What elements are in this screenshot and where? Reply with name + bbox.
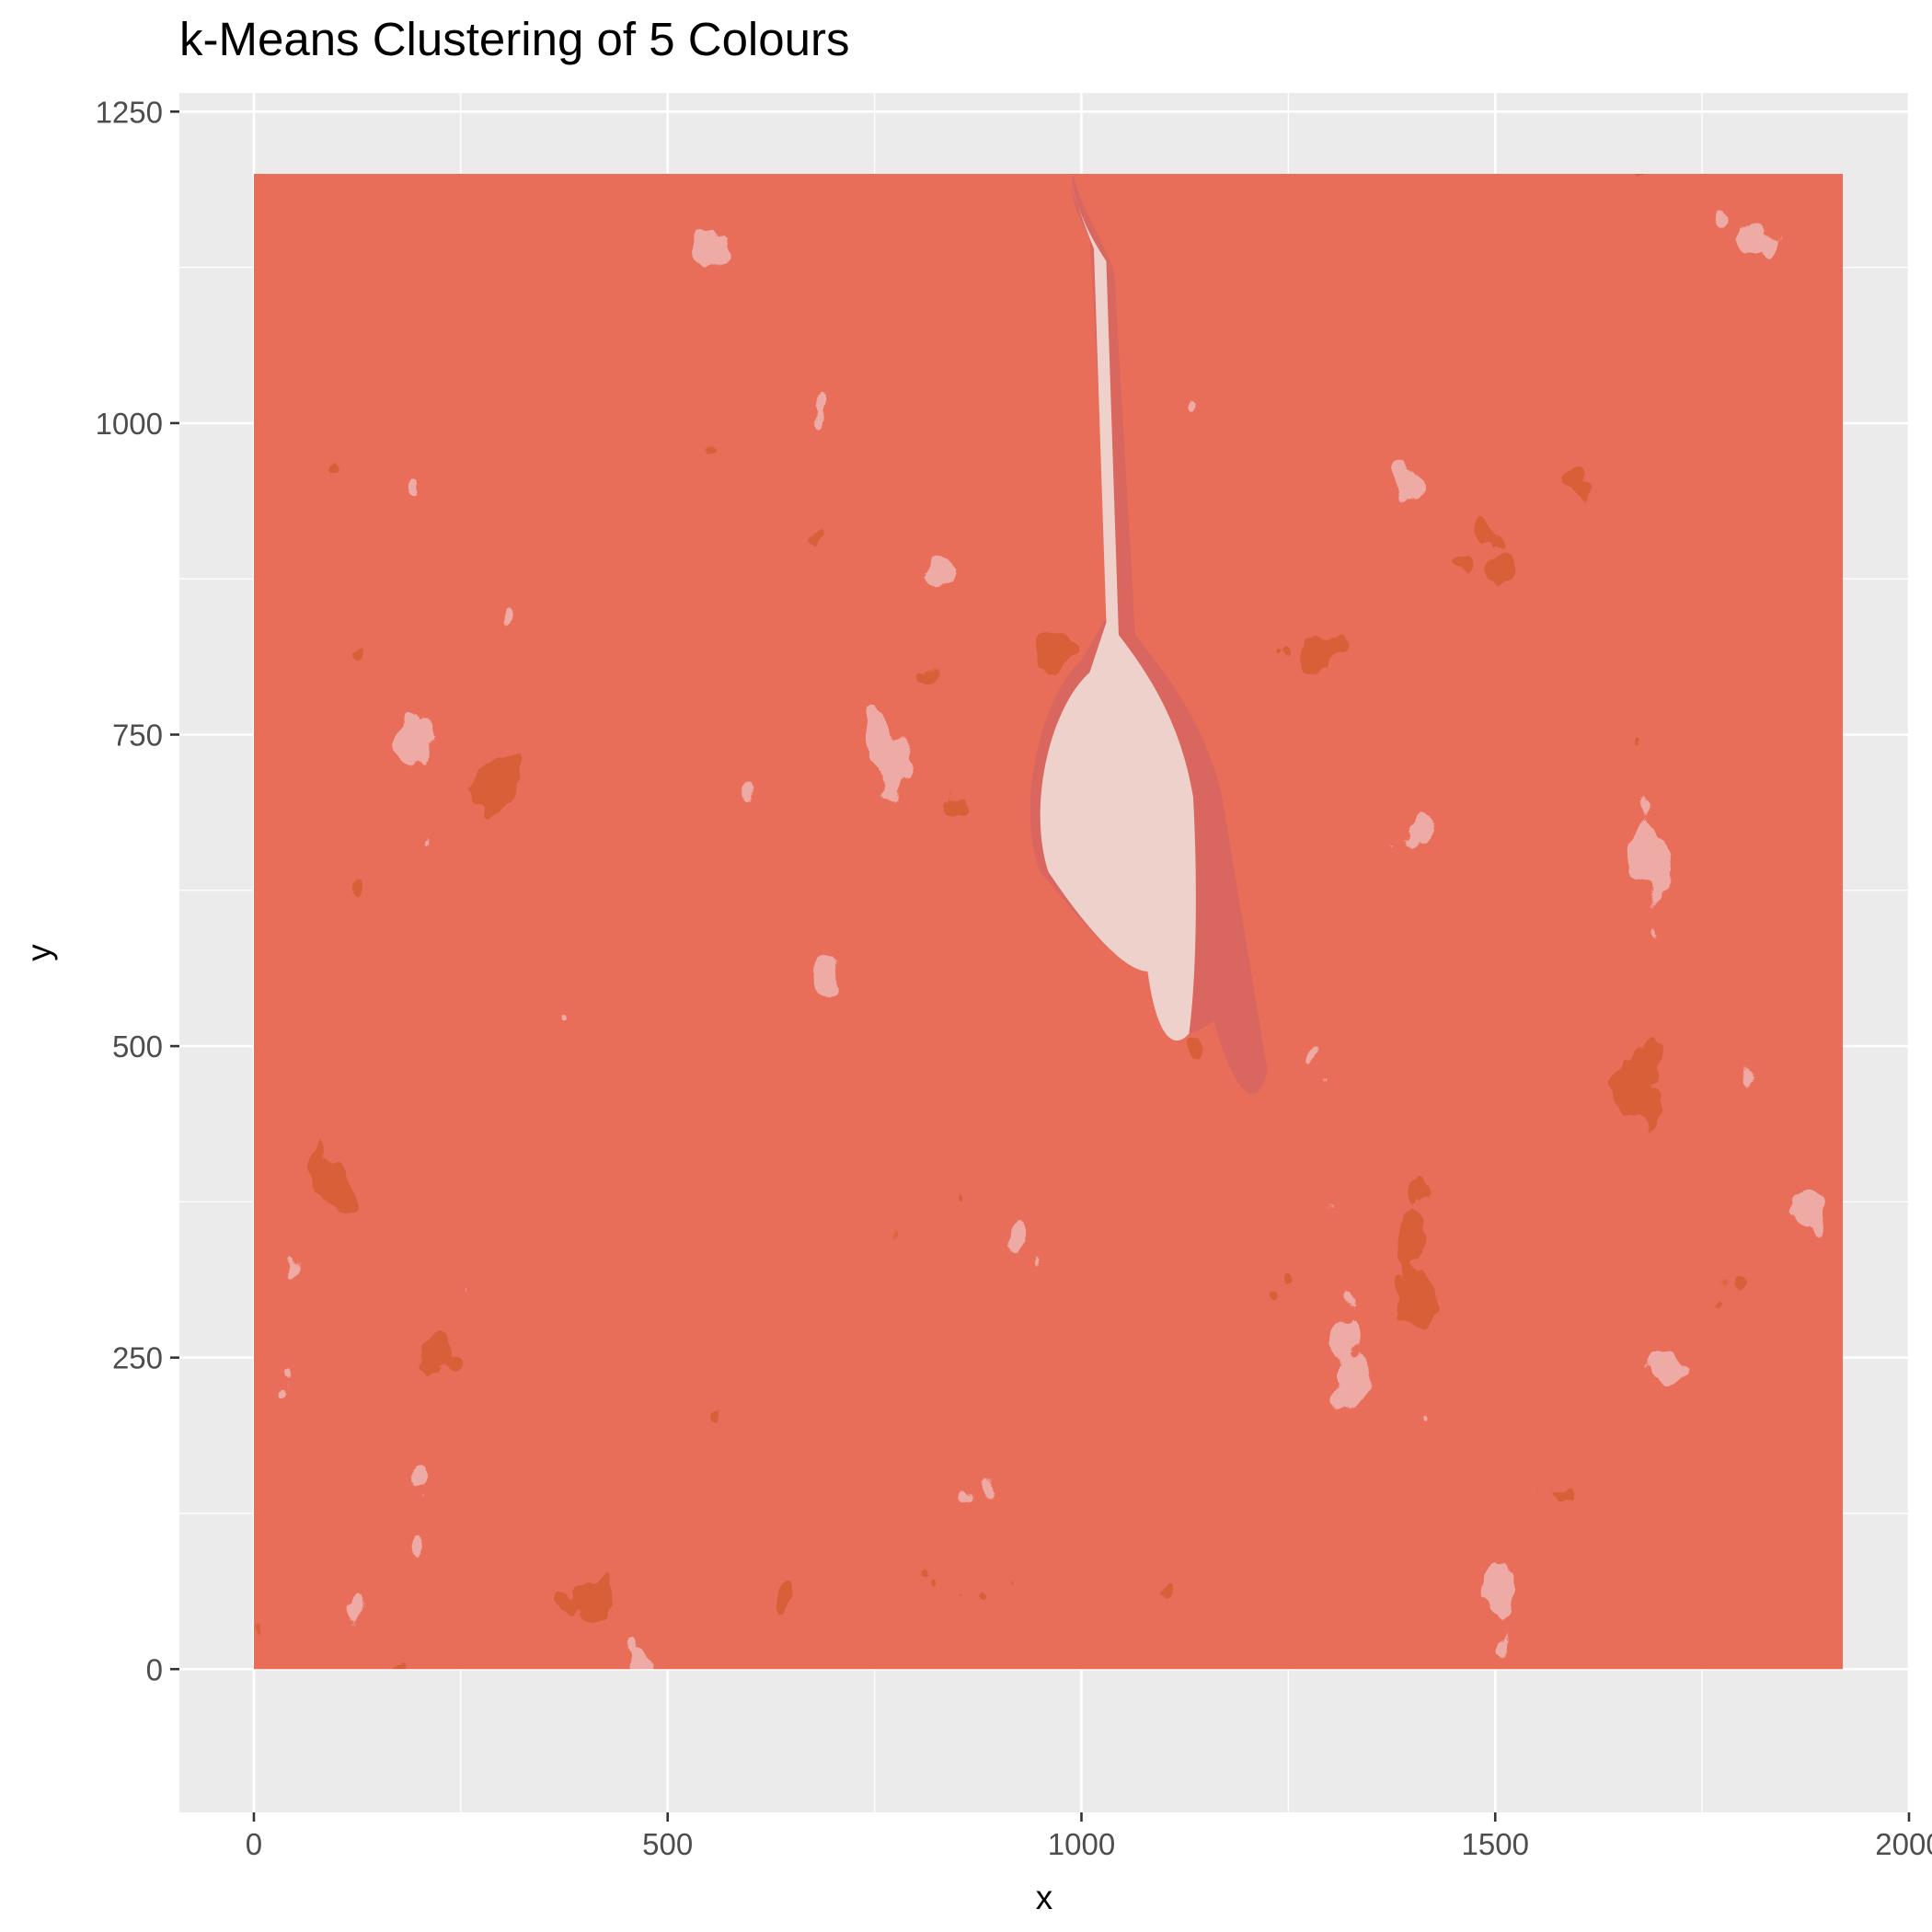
y-tick-label: 250 [112, 1341, 163, 1375]
y-tick-label: 0 [146, 1652, 163, 1686]
y-tick-label: 1250 [96, 95, 163, 129]
x-tick-label: 1500 [1462, 1827, 1529, 1861]
raster-texture [253, 174, 1844, 1670]
x-tick-label: 500 [642, 1827, 693, 1861]
clustered-image-raster [253, 174, 1844, 1670]
y-tick-label: 1000 [96, 407, 163, 441]
x-tick-label: 0 [246, 1827, 262, 1861]
drip-highlight [1040, 174, 1196, 1041]
y-tick-label: 500 [112, 1029, 163, 1064]
y-tick-label: 750 [112, 718, 163, 752]
x-axis-title: x [1036, 1879, 1053, 1916]
x-tick-label: 1000 [1048, 1827, 1115, 1861]
chart-title: k-Means Clustering of 5 Colours [179, 13, 849, 65]
y-axis-ticks: 0 250 500 750 1000 1250 [96, 95, 179, 1686]
y-axis-title: y [20, 944, 58, 961]
